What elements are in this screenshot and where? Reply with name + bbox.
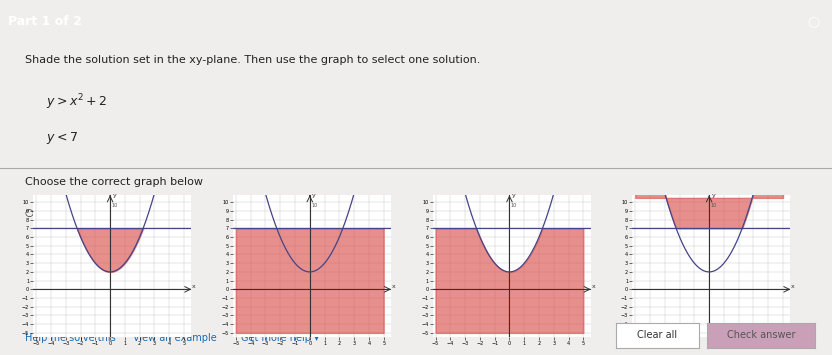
Text: Check answer: Check answer bbox=[727, 331, 795, 340]
Text: View an example: View an example bbox=[133, 333, 217, 343]
Text: ○ B.: ○ B. bbox=[233, 208, 255, 218]
Text: $y < 7$: $y < 7$ bbox=[46, 130, 77, 146]
Text: x: x bbox=[392, 284, 395, 289]
Text: ○ C.: ○ C. bbox=[441, 208, 464, 218]
Text: ○ D.: ○ D. bbox=[632, 208, 656, 218]
Text: 10: 10 bbox=[511, 203, 518, 208]
Text: 10: 10 bbox=[311, 203, 318, 208]
Text: x: x bbox=[192, 284, 196, 289]
Text: $y > x^2 + 2$: $y > x^2 + 2$ bbox=[46, 93, 106, 112]
Text: y: y bbox=[512, 193, 516, 198]
Text: Shade the solution set in the xy-plane. Then use the graph to select one solutio: Shade the solution set in the xy-plane. … bbox=[25, 55, 480, 65]
Text: ○ A.: ○ A. bbox=[25, 208, 47, 218]
Text: 10: 10 bbox=[711, 203, 717, 208]
Text: x: x bbox=[791, 284, 795, 289]
Text: Help me solve this: Help me solve this bbox=[25, 333, 116, 343]
Text: x: x bbox=[592, 284, 595, 289]
Text: ○: ○ bbox=[807, 14, 820, 28]
Text: 10: 10 bbox=[111, 203, 118, 208]
Text: y: y bbox=[312, 193, 316, 198]
Text: y: y bbox=[112, 193, 116, 198]
Text: Get more help ▾: Get more help ▾ bbox=[241, 333, 319, 343]
Text: Part 1 of 2: Part 1 of 2 bbox=[8, 15, 82, 28]
Text: Clear all: Clear all bbox=[637, 331, 677, 340]
Text: Choose the correct graph below: Choose the correct graph below bbox=[25, 177, 203, 187]
Text: y: y bbox=[711, 193, 716, 198]
